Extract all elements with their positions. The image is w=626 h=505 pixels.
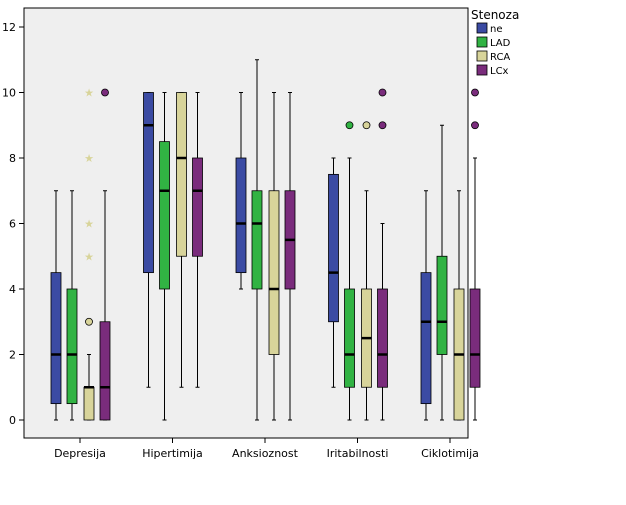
x-category-label: Depresija [54,447,106,460]
box-iqr [344,288,355,388]
legend-entry-ne: ne [476,22,503,35]
box-iqr [66,288,78,405]
box-iqr [159,141,170,290]
outlier-point [471,121,479,130]
box-LAD-Iritabilnosti [344,121,355,421]
box-LAD-Ciklotimija [436,124,448,421]
x-category-label: Hipertimija [142,447,203,460]
box-LCx-Anksioznost [284,92,296,421]
x-category-label: Ciklotimija [421,447,479,460]
legend-swatch [476,64,488,76]
extreme-point: ★ [84,250,94,263]
box-iqr [469,288,481,388]
box-ne-Iritabilnosti [328,157,339,388]
box-iqr [420,272,432,405]
box-iqr [176,92,187,257]
legend-label: RCA [490,52,510,63]
legend-entry-RCA: RCA [476,50,510,63]
box-RCA-Depresija: ★ ★ ★ ★ [83,87,95,421]
box-RCA-Hipertimija [176,92,187,388]
box-LCx-Ciklotimija [469,88,481,421]
box-iqr [83,386,95,421]
outlier-point [345,121,354,130]
y-tick-label: 12 [2,21,16,34]
outlier-point [471,88,479,97]
legend-label: ne [490,24,503,35]
box-RCA-Anksioznost [268,92,280,421]
legend: Stenoza ne LAD RCA LCx [471,8,519,77]
x-axis: Depresija Hipertimija Anksioznost Iritabiln… [54,438,479,460]
outlier-point [85,317,93,326]
extreme-point: ★ [84,152,94,165]
x-category-label: Anksioznost [232,447,299,460]
box-iqr [436,255,448,355]
box-iqr [192,157,203,257]
y-tick-label: 8 [9,152,16,165]
box-RCA-Ciklotimija [453,190,465,421]
extreme-point: ★ [84,218,94,231]
box-iqr [268,190,280,355]
box-groups: ★ ★ ★ ★ [50,59,481,421]
x-category-label: Iritabilnosti [327,447,389,460]
box-iqr [99,321,111,421]
outlier-point [101,88,109,97]
box-iqr [328,173,339,323]
extreme-point: ★ [84,87,94,100]
y-tick-label: 4 [9,283,16,296]
box-RCA-Iritabilnosti [361,121,372,421]
box-iqr [143,92,154,274]
box-LCx-Hipertimija [192,92,203,388]
box-LAD-Depresija [66,190,78,421]
y-tick-label: 6 [9,218,16,231]
box-iqr [251,190,263,290]
box-LAD-Anksioznost [251,59,263,421]
box-iqr [235,157,247,274]
box-LAD-Hipertimija [159,92,170,421]
y-tick-label: 0 [9,414,16,427]
box-LCx-Depresija [99,88,111,421]
y-tick-label: 2 [9,349,16,362]
legend-label: LAD [490,38,511,49]
y-axis: 0 2 4 6 8 10 12 [2,21,24,427]
legend-title: Stenoza [471,8,519,22]
legend-label: LCx [490,66,509,77]
outlier-point [378,121,387,130]
box-iqr [377,288,388,388]
legend-entry-LCx: LCx [476,64,509,77]
legend-swatch [476,50,488,62]
legend-swatch [476,36,488,48]
legend-swatch [476,22,488,34]
box-ne-Anksioznost [235,92,247,290]
outlier-point [378,88,387,97]
box-ne-Depresija [50,190,62,421]
box-ne-Ciklotimija [420,190,432,421]
y-tick-label: 10 [2,87,16,100]
outlier-point [362,121,371,130]
legend-entries: ne LAD RCA LCx [476,22,511,77]
box-LCx-Iritabilnosti [377,88,388,421]
box-iqr [50,272,62,405]
box-ne-Hipertimija [143,92,154,388]
legend-entry-LAD: LAD [476,36,511,49]
